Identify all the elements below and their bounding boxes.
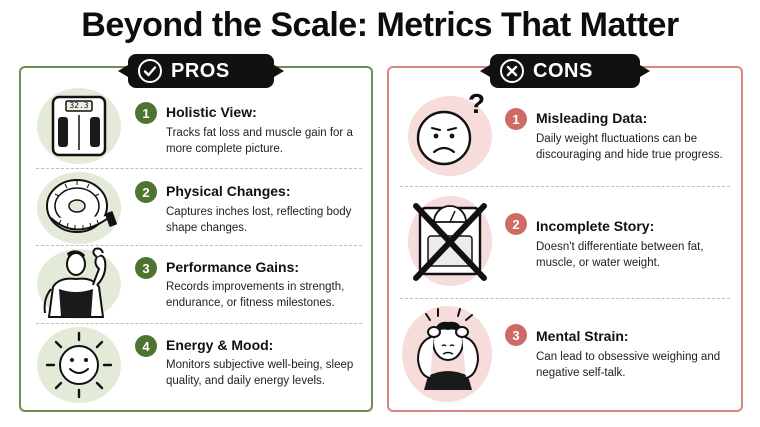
pros-item-number: 4 bbox=[135, 335, 157, 357]
pros-item-heading: Holistic View: bbox=[166, 104, 257, 120]
body-composition-scale-icon: 32.3 bbox=[37, 88, 121, 164]
pros-item-number: 3 bbox=[135, 257, 157, 279]
cons-item-number: 1 bbox=[505, 108, 527, 130]
cons-item-number: 3 bbox=[505, 324, 527, 346]
page-title: Beyond the Scale: Metrics That Matter bbox=[81, 6, 679, 44]
divider bbox=[36, 168, 362, 169]
cons-item-text: Doesn't differentiate between fat, muscl… bbox=[536, 241, 704, 269]
pros-item-heading: Performance Gains: bbox=[166, 259, 300, 275]
smiling-sun-icon bbox=[37, 327, 121, 403]
confused-face-icon: ? bbox=[408, 88, 492, 176]
pros-item-text: Tracks fat loss and muscle gain for a mo… bbox=[166, 127, 353, 155]
question-mark: ? bbox=[468, 88, 486, 119]
pros-item-text: Monitors subjective well-being, sleep qu… bbox=[166, 359, 354, 387]
divider bbox=[36, 323, 362, 324]
cons-badge-label: CONS bbox=[533, 59, 593, 82]
cons-item-number: 2 bbox=[505, 213, 527, 235]
cons-badge: CONS bbox=[480, 54, 650, 88]
pros-item-number: 1 bbox=[135, 102, 157, 124]
divider bbox=[400, 298, 730, 299]
pros-item-text: Records improvements in strength, endura… bbox=[166, 281, 345, 309]
cons-item-heading: Incomplete Story: bbox=[536, 218, 655, 234]
cons-item-heading: Mental Strain: bbox=[536, 328, 629, 344]
cons-item-heading: Misleading Data: bbox=[536, 110, 648, 126]
x-icon bbox=[500, 59, 524, 83]
crossed-out-scale-icon bbox=[408, 196, 492, 286]
pros-item-text: Captures inches lost, reflecting body sh… bbox=[166, 206, 352, 234]
divider bbox=[400, 186, 730, 187]
cons-item-text: Daily weight fluctuations can be discour… bbox=[536, 133, 723, 161]
scale-reading: 32.3 bbox=[69, 101, 89, 110]
flexing-person-icon bbox=[37, 247, 121, 319]
divider bbox=[36, 245, 362, 246]
measuring-tape-icon bbox=[37, 172, 121, 244]
cons-item-text: Can lead to obsessive weighing and negat… bbox=[536, 351, 721, 379]
pros-badge: PROS bbox=[118, 54, 284, 88]
pros-badge-label: PROS bbox=[171, 59, 230, 82]
check-icon bbox=[138, 59, 162, 83]
stressed-person-icon bbox=[402, 306, 492, 402]
pros-item-number: 2 bbox=[135, 181, 157, 203]
pros-item-heading: Energy & Mood: bbox=[166, 337, 274, 353]
pros-item-heading: Physical Changes: bbox=[166, 183, 291, 199]
